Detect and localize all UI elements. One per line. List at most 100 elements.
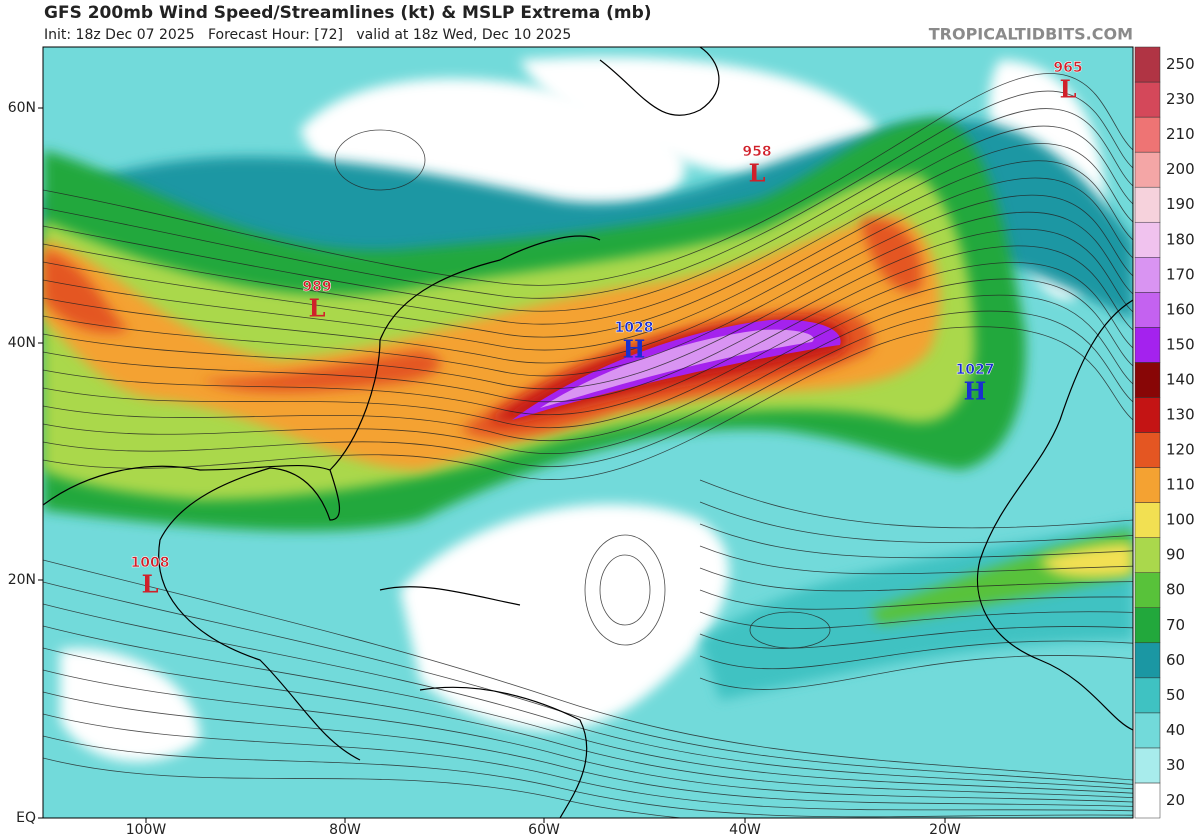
streamline [699, 611, 1133, 629]
jet-170 [540, 329, 814, 408]
streamline-eddy [749, 611, 831, 649]
colorbar-cell [1134, 151, 1161, 188]
streamline [43, 757, 685, 818]
streamline [43, 211, 1133, 390]
streamline [43, 669, 1133, 803]
colorbar-label: 160 [1166, 300, 1195, 318]
lon-label: 80W [329, 822, 361, 837]
lat-label: 60N [8, 100, 36, 116]
streamline [43, 108, 1133, 312]
streamline [43, 194, 1133, 377]
colorbar-label: 170 [1166, 265, 1195, 283]
colorbar-cell [1134, 712, 1161, 749]
axes: 60N 40N 20N EQ 100W 80W 60W 40W 20W [8, 100, 961, 837]
colorbar-label: 80 [1166, 581, 1185, 599]
colorbar-label: 180 [1166, 230, 1195, 248]
colorbar-cell [1134, 46, 1161, 83]
streamline [699, 501, 1133, 544]
coastlines [43, 47, 1133, 818]
colorbar-label: 60 [1166, 651, 1185, 669]
credit: TROPICALTIDBITS.COM [929, 25, 1133, 44]
streamline [43, 90, 1133, 299]
streamline [43, 73, 1133, 286]
map [43, 47, 1133, 818]
streamlines [43, 73, 1133, 818]
colorbar-label: 130 [1166, 405, 1195, 423]
streamline [43, 262, 1133, 428]
streamline [43, 625, 1133, 794]
streamline [43, 735, 1133, 818]
coastline [329, 235, 601, 471]
colorbar-cell [1134, 502, 1161, 538]
pressure-value: 1028 [615, 320, 654, 336]
title: GFS 200mb Wind Speed/Streamlines (kt) & … [44, 3, 652, 23]
coastline [43, 464, 361, 761]
lat-label: EQ [16, 810, 36, 826]
colorbar-label: 250 [1166, 55, 1195, 73]
streamline [699, 479, 1133, 529]
colorbar-cell [1134, 607, 1161, 644]
colorbar-cell [1134, 747, 1161, 784]
streamline [43, 278, 1133, 441]
pressure-value: 958 [742, 144, 771, 160]
colorbar-cell [1134, 642, 1161, 679]
colorbar-label: 70 [1166, 616, 1185, 634]
lat-label: 20N [8, 572, 36, 588]
colorbar-label: 90 [1166, 546, 1185, 564]
colorbar-label: 40 [1166, 721, 1185, 739]
streamline [43, 310, 1133, 467]
colorbar-label: 50 [1166, 686, 1185, 704]
colorbar-label: 140 [1166, 370, 1195, 388]
streamline [43, 559, 1133, 781]
streamline [43, 245, 1133, 415]
streamline-eddy [599, 554, 651, 626]
pressure-symbol: H [623, 335, 646, 364]
streamline [43, 125, 1133, 325]
streamline [699, 655, 1133, 690]
streamline [43, 713, 1133, 812]
pressure-symbol: L [142, 570, 159, 599]
streamline [43, 160, 1133, 351]
colorbar-cell [1134, 572, 1161, 608]
coastline [419, 686, 588, 818]
calm-area [400, 504, 729, 731]
streamline [699, 640, 1133, 670]
streamline [699, 626, 1133, 649]
streamline [43, 294, 1133, 454]
colorbar-label: 110 [1166, 476, 1195, 494]
colorbar-label: 100 [1166, 511, 1195, 529]
colorbar-cell [1134, 221, 1161, 258]
streamline [43, 691, 1133, 807]
colorbar-cell [1134, 397, 1161, 433]
streamline-eddy [584, 534, 666, 646]
streamline [699, 545, 1133, 575]
lon-label: 40W [729, 822, 761, 837]
streamline [43, 143, 1133, 338]
colorbar-cell [1134, 116, 1161, 153]
subtitle: Init: 18z Dec 07 2025 Forecast Hour: [72… [44, 27, 571, 43]
pressure-symbol: L [1060, 75, 1077, 104]
pressure-value: 989 [302, 279, 331, 295]
jet-120 [43, 218, 922, 439]
colorbar-cell [1134, 362, 1161, 398]
pressure-symbol: L [749, 159, 766, 188]
streamline [43, 177, 1133, 364]
colorbar-cell [1134, 782, 1161, 819]
calm-area [60, 648, 200, 762]
colorbar-label: 150 [1166, 335, 1195, 353]
colorbar-label: 210 [1166, 125, 1195, 143]
colorbar-label: 30 [1166, 756, 1185, 774]
streamline [699, 589, 1133, 610]
lon-label: 60W [528, 822, 560, 837]
coastline [599, 47, 720, 116]
colorbar-cell [1134, 432, 1161, 468]
streamline [699, 523, 1133, 559]
streamline-eddy [334, 129, 426, 191]
colorbar-label: 190 [1166, 195, 1195, 213]
pressure-value: 1008 [131, 555, 170, 571]
colorbar-cell [1134, 327, 1161, 363]
colorbar: 20 30 40 50 60 70 80 90 100 110 120 130 140 150 160 170… [1134, 46, 1195, 819]
colorbar-cell [1134, 292, 1161, 328]
